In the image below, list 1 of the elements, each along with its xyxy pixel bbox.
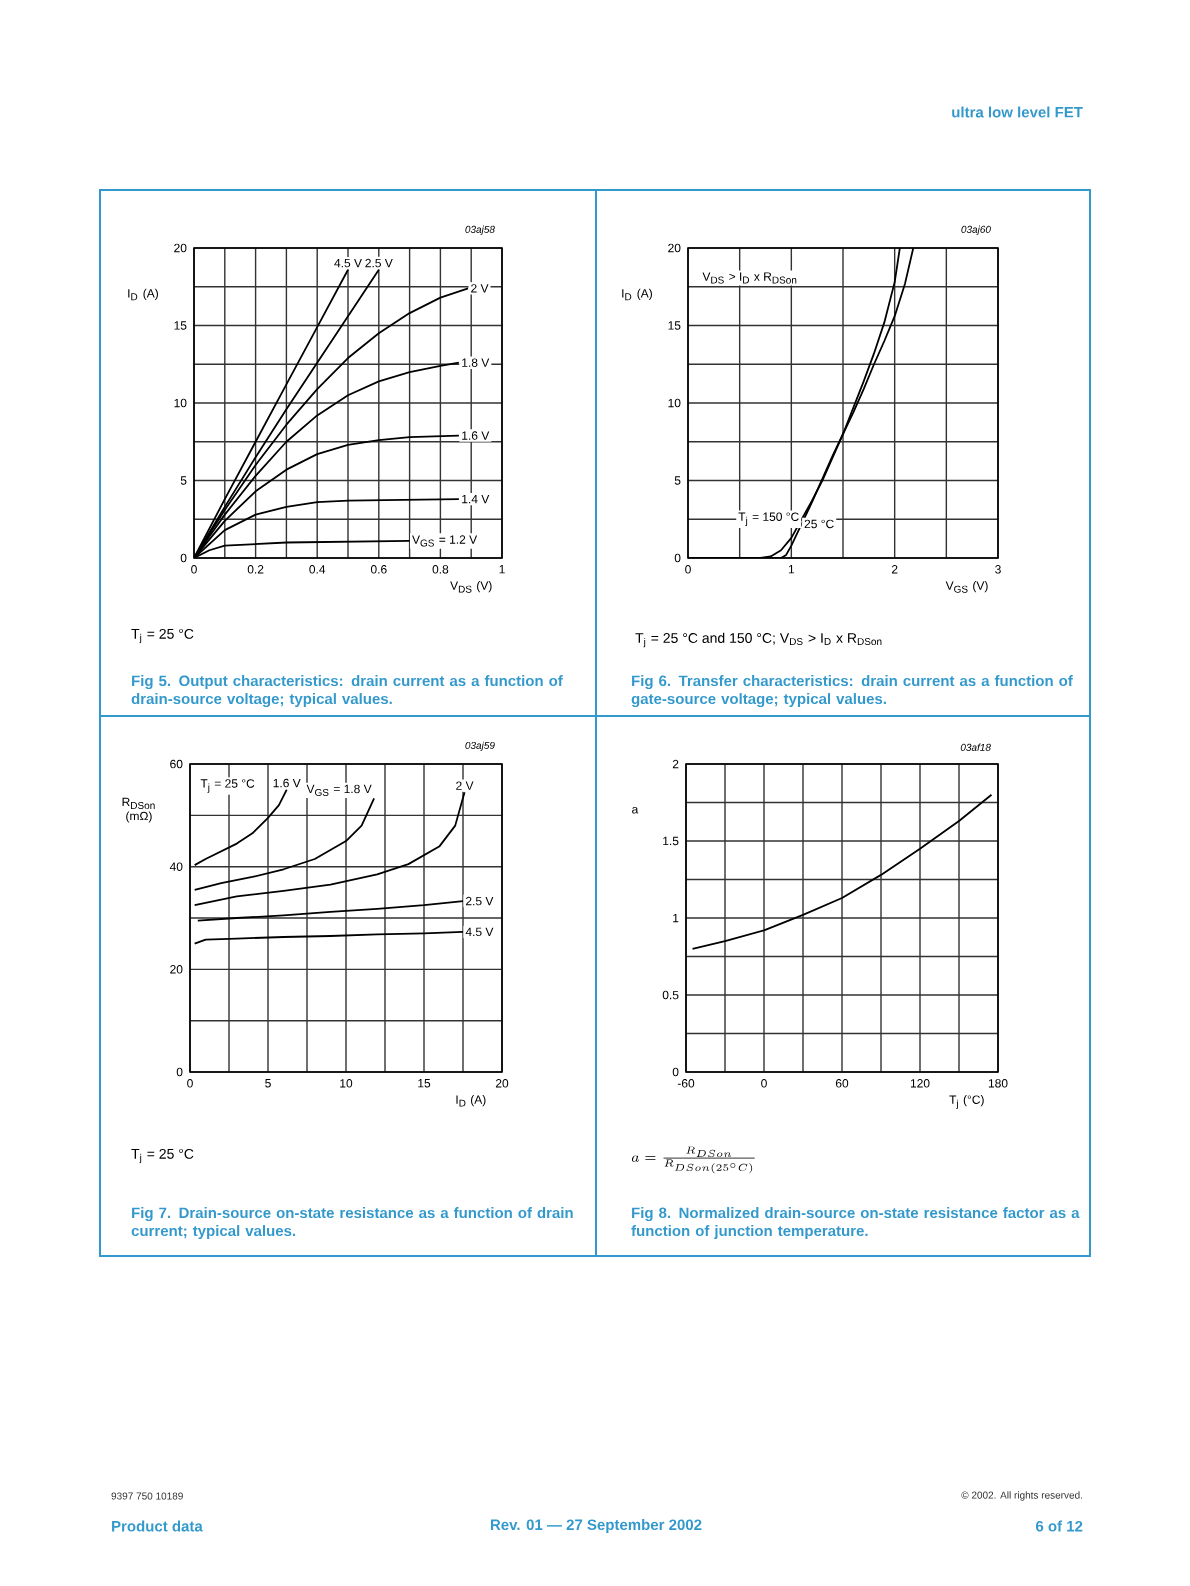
text: $a = \frac{R_{DSon}}{R_{DSon(25^{\circ}C)}}$: [631, 1146, 755, 1174]
